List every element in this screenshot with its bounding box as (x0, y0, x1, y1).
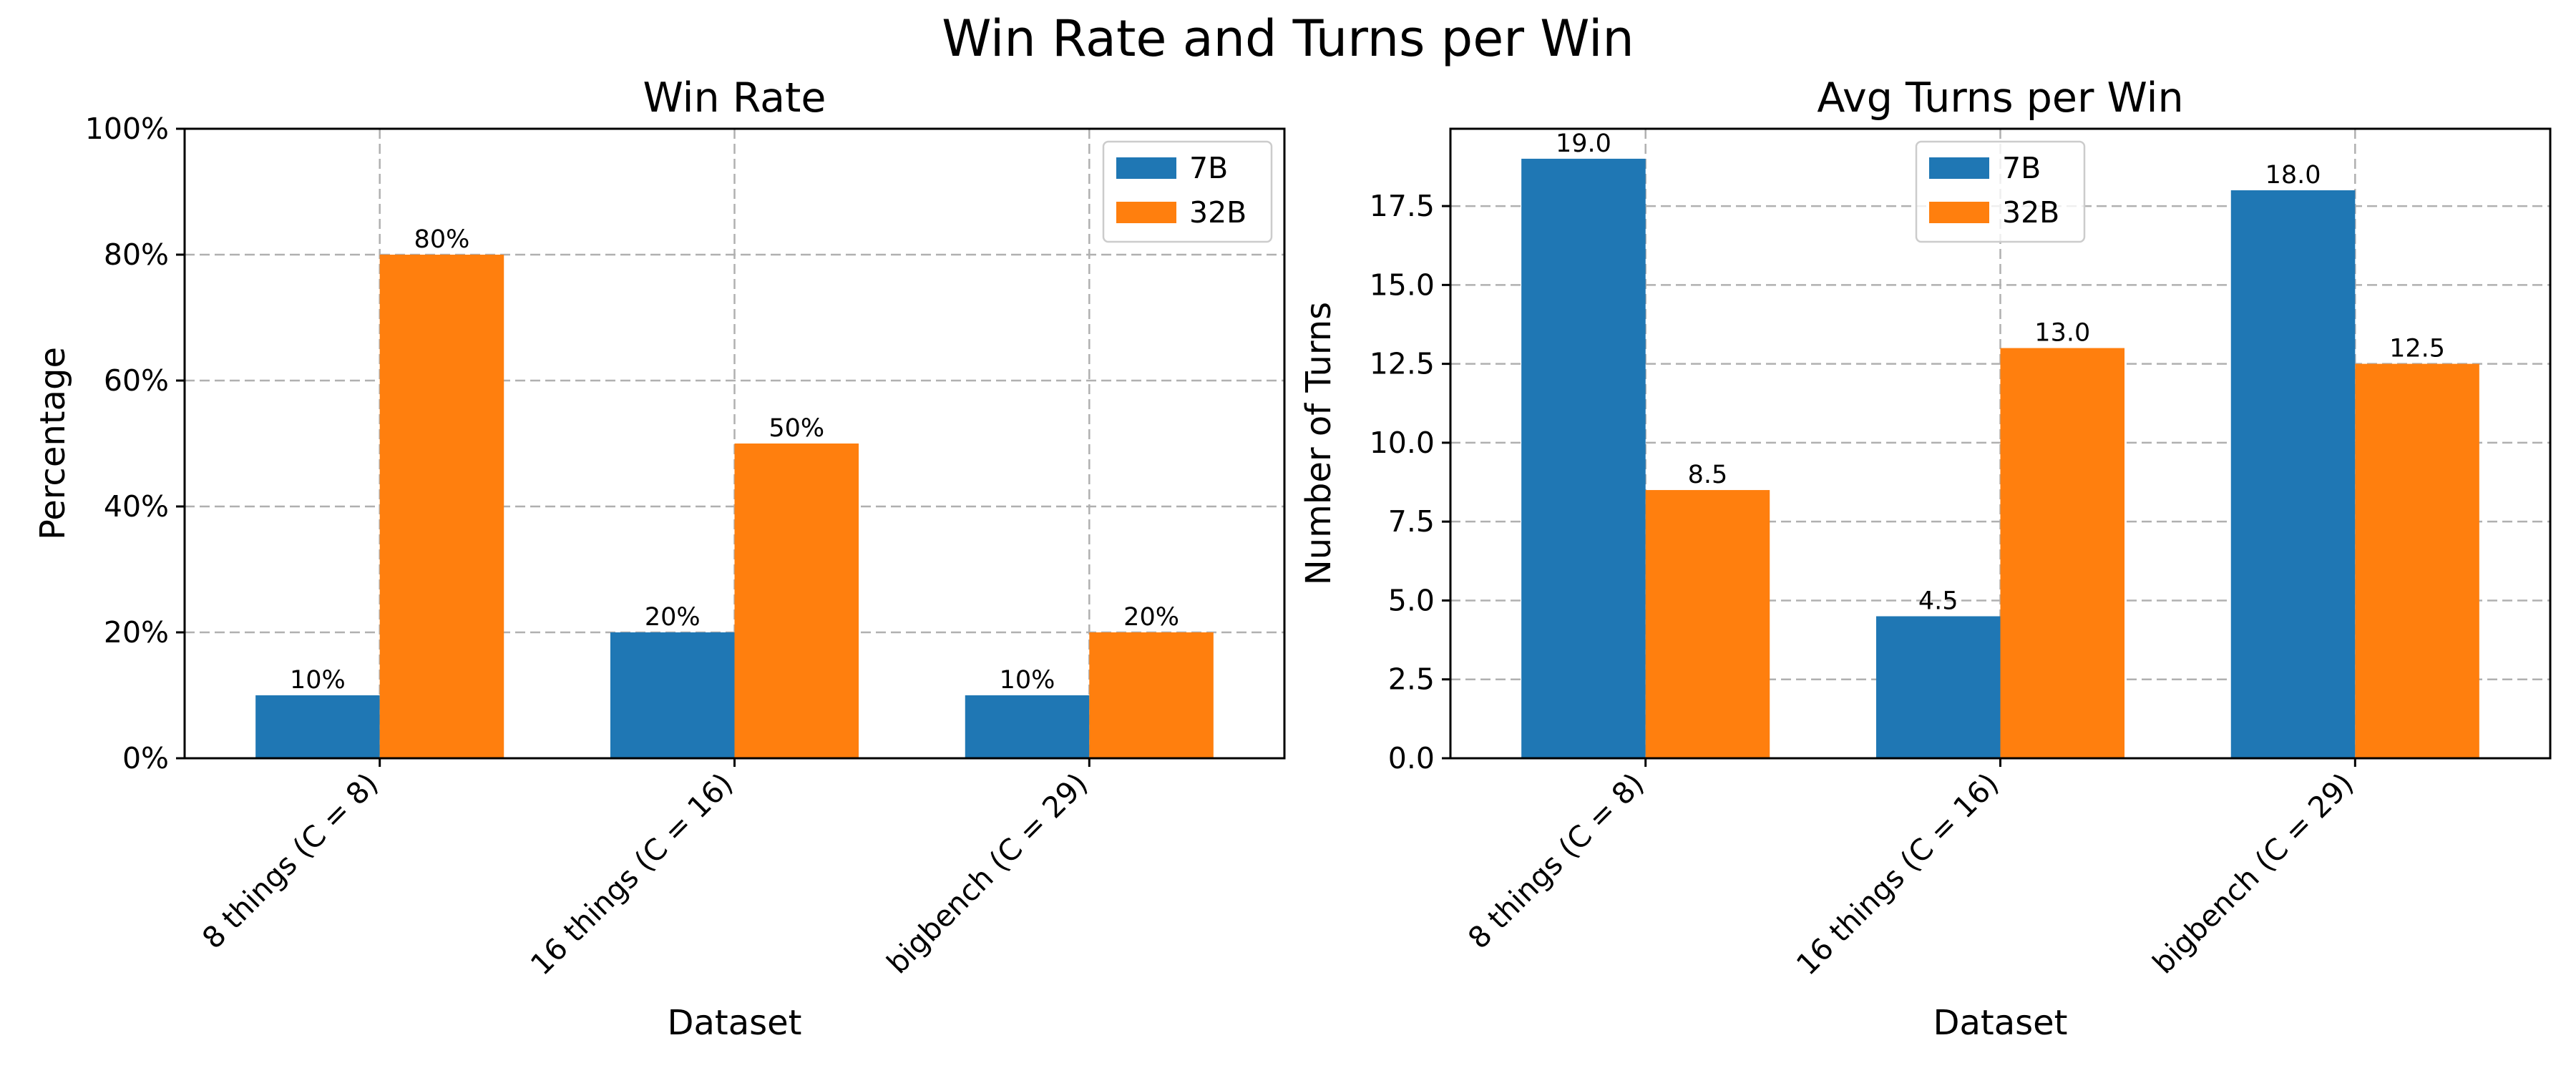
bar-value-label: 18.0 (2265, 161, 2321, 190)
figure-title: Win Rate and Turns per Win (942, 9, 1634, 68)
y-tick-label: 80% (104, 237, 169, 272)
legend-label-7b: 7B (1189, 151, 1228, 185)
legend-label-32b: 32B (2002, 195, 2059, 230)
legend-label-32b: 32B (1189, 195, 1246, 230)
bar-7b (965, 695, 1090, 758)
bar-32b (2355, 363, 2479, 758)
bar-7b (2230, 190, 2356, 759)
bar-value-label: 50% (769, 414, 824, 443)
bar-value-label: 20% (645, 603, 701, 632)
bar-value-label: 4.5 (1918, 587, 1958, 616)
legend-swatch-7b (1929, 157, 1989, 179)
bar-value-label: 20% (1123, 603, 1179, 632)
y-axis-label: Number of Turns (1299, 302, 1339, 585)
bar-value-label: 8.5 (1688, 461, 1728, 489)
y-axis-label: Percentage (33, 347, 73, 540)
bar-value-label: 19.0 (1556, 129, 1611, 158)
y-tick-label: 0% (122, 741, 169, 775)
bar-value-label: 10% (1000, 666, 1055, 695)
axes-title: Avg Turns per Win (1817, 74, 2183, 122)
y-tick-label: 7.5 (1388, 504, 1435, 539)
legend-swatch-7b (1116, 157, 1176, 179)
y-tick-label: 12.5 (1370, 347, 1435, 381)
bar-value-label: 10% (290, 666, 346, 695)
y-tick-label: 10.0 (1370, 426, 1435, 460)
y-tick-label: 60% (104, 363, 169, 398)
bar-32b (1645, 490, 1770, 758)
y-tick-label: 40% (104, 489, 169, 524)
bar-32b (379, 255, 504, 758)
bar-7b (255, 695, 380, 758)
y-tick-label: 100% (85, 112, 169, 146)
y-tick-label: 5.0 (1388, 583, 1435, 617)
legend-label-7b: 7B (2002, 151, 2041, 185)
y-tick-label: 0.0 (1388, 741, 1435, 775)
y-tick-label: 17.5 (1370, 189, 1435, 223)
bar-value-label: 13.0 (2034, 319, 2090, 348)
x-axis-label: Dataset (1933, 1003, 2068, 1043)
bar-7b (1875, 616, 2001, 758)
axes-title: Win Rate (643, 74, 826, 122)
y-tick-label: 20% (104, 615, 169, 650)
bar-value-label: 80% (414, 225, 470, 254)
bar-7b (1521, 158, 1646, 758)
y-tick-label: 15.0 (1370, 268, 1435, 302)
bar-value-label: 12.5 (2389, 335, 2445, 363)
legend-swatch-32b (1929, 202, 1989, 223)
legend-swatch-32b (1116, 202, 1176, 223)
bar-7b (610, 632, 735, 758)
x-axis-label: Dataset (668, 1003, 802, 1043)
y-tick-label: 2.5 (1388, 662, 1435, 697)
bar-32b (734, 444, 859, 758)
bar-32b (2000, 348, 2125, 758)
bar-32b (1089, 632, 1214, 758)
